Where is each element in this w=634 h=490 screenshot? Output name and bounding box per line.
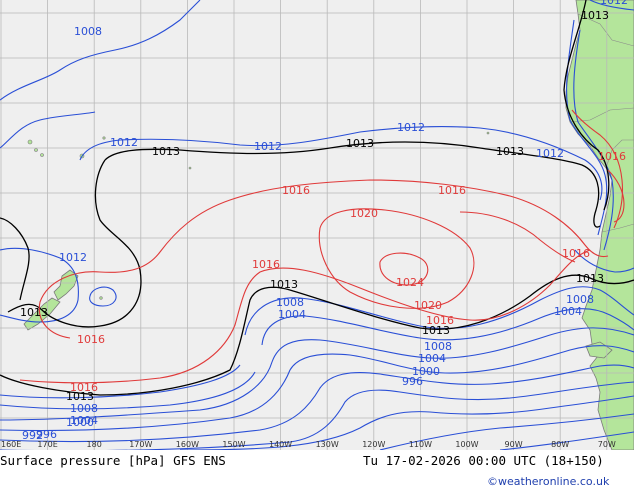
isobar-label-low: 1012 — [397, 121, 425, 134]
isobar-label-high: 1024 — [396, 276, 424, 289]
longitude-tick-label: 170W — [129, 440, 152, 449]
longitude-tick-label: 100W — [455, 440, 478, 449]
isobar-1012 — [79, 126, 603, 201]
longitude-tick-label: 160W — [176, 440, 199, 449]
ocean-background — [0, 0, 634, 450]
isobar-1020-coast — [607, 169, 625, 223]
longitude-tick-label: 160E — [1, 440, 21, 449]
isobar-label-high: 1016 — [438, 184, 466, 197]
isobars-high-pressure — [19, 109, 625, 384]
isobar-label-low: 1012 — [254, 140, 282, 153]
longitude-tick-label: 130W — [316, 440, 339, 449]
isobar-984 — [179, 395, 634, 450]
isobar-label-neutral: 1013 — [581, 9, 609, 22]
isobar-label-high: 1016 — [598, 150, 626, 163]
isobar-976 — [499, 431, 634, 450]
isobar-1000 — [0, 327, 634, 421]
graticule — [0, 0, 634, 450]
longitude-tick-label: 110W — [409, 440, 432, 449]
isobar-1012-north — [0, 111, 96, 149]
country-borders — [569, 13, 634, 233]
isobar-1012-nz — [0, 247, 79, 323]
isobar-label-low: 1004 — [70, 414, 98, 427]
isobars-low-pressure — [0, 0, 634, 450]
isobar-label-neutral: 1013 — [422, 324, 450, 337]
valid-time: Tu 17-02-2026 00:00 UTC (18+150) — [363, 453, 604, 468]
isobar-label-high: 1020 — [350, 207, 378, 220]
longitude-tick-label: 180 — [87, 440, 102, 449]
isobar-1004-south — [0, 371, 256, 410]
isobar-label-high: 1016 — [426, 314, 454, 327]
isobar-label-low: 1008 — [70, 402, 98, 415]
isobar-1012-east — [574, 249, 634, 273]
isobar-label-low: 1012 — [600, 0, 628, 7]
isobar-label-neutral: 1013 — [20, 306, 48, 319]
isobar-label-low: 1012 — [536, 147, 564, 160]
isobar-980 — [379, 413, 634, 450]
isobar-996 — [0, 345, 634, 432]
isobar-label-low: 1008 — [566, 293, 594, 306]
isobar-label-high: 1016 — [77, 333, 105, 346]
isobar-label-low: 1012 — [110, 136, 138, 149]
isobar-1016-ne — [459, 211, 576, 263]
longitude-tick-label: 140W — [269, 440, 292, 449]
isobar-label-low: 1004 — [278, 308, 306, 321]
longitude-ticks: 160E 170E 180 170W 160W 150W 140W 130W 120W 110W 1… — [1, 440, 616, 449]
isobar-label-neutral: 1013 — [346, 137, 374, 150]
isobar-1016-main — [38, 179, 609, 339]
isobar-label-low: 992 — [22, 429, 43, 442]
isobar-1012-ne — [589, 0, 634, 11]
map-title: Surface pressure [hPa] GFS ENS — [0, 453, 226, 468]
isobar-label-neutral: 1013 — [66, 390, 94, 403]
credit-link[interactable]: ©weatheronline.co.uk — [487, 475, 610, 488]
isobar-992 — [0, 364, 634, 443]
isobar-label-low: 996 — [36, 428, 57, 441]
isobar-1013-main — [0, 274, 634, 396]
isobar-label-neutral: 1013 — [270, 278, 298, 291]
isobar-nz-small — [89, 286, 117, 307]
longitude-tick-label: 90W — [505, 440, 523, 449]
isobar-1008-south — [0, 364, 241, 399]
isobar-label-high: 1016 — [282, 184, 310, 197]
isobar-label-low: 1008 — [74, 25, 102, 38]
isobar-label-low: 1008 — [276, 296, 304, 309]
isobar-label-low: 1004 — [418, 352, 446, 365]
isobar-label-high: 1016 — [562, 247, 590, 260]
isobar-1013-west — [7, 159, 142, 328]
isobar-label-high: 1020 — [414, 299, 442, 312]
longitude-tick-label: 70W — [598, 440, 616, 449]
isobar-1013-coast — [563, 0, 610, 211]
isobar-1016-south — [19, 249, 591, 384]
isobar-1013-nzloop — [0, 217, 30, 301]
isobar-1008-north — [0, 0, 201, 101]
longitude-tick-label: 80W — [551, 440, 569, 449]
isobar-1013-north — [104, 141, 601, 228]
isobar-label-low: 1000 — [412, 365, 440, 378]
isobar-label-low: 1000 — [66, 416, 94, 429]
isobar-label-neutral: 1013 — [152, 145, 180, 158]
isobar-label-neutral: 1013 — [496, 145, 524, 158]
longitude-tick-label: 170E — [37, 440, 57, 449]
new-zealand-north-island — [53, 269, 79, 301]
isobars-1013 — [0, 0, 634, 396]
isobar-label-low: 1004 — [554, 305, 582, 318]
longitude-tick-label: 120W — [362, 440, 385, 449]
isobar-label-low: 1012 — [59, 251, 87, 264]
isobar-1004 — [261, 308, 634, 346]
isobar-label-low: 1008 — [424, 340, 452, 353]
isobar-coast-2 — [573, 29, 614, 251]
pacific-islands — [27, 131, 490, 300]
footer-bar: Surface pressure [hPa] GFS ENS Tu 17-02-… — [0, 450, 634, 490]
isobar-label-neutral: 1013 — [576, 272, 604, 285]
isobar-label-high: 1016 — [252, 258, 280, 271]
isobar-988 — [0, 381, 634, 450]
isobar-label-low: 996 — [402, 375, 423, 388]
isobar-1024 — [379, 252, 429, 286]
isobar-1016-coast — [571, 109, 624, 229]
longitude-tick-label: 150W — [222, 440, 245, 449]
isobar-1020 — [318, 208, 475, 309]
isobar-label-high: 1016 — [70, 381, 98, 394]
